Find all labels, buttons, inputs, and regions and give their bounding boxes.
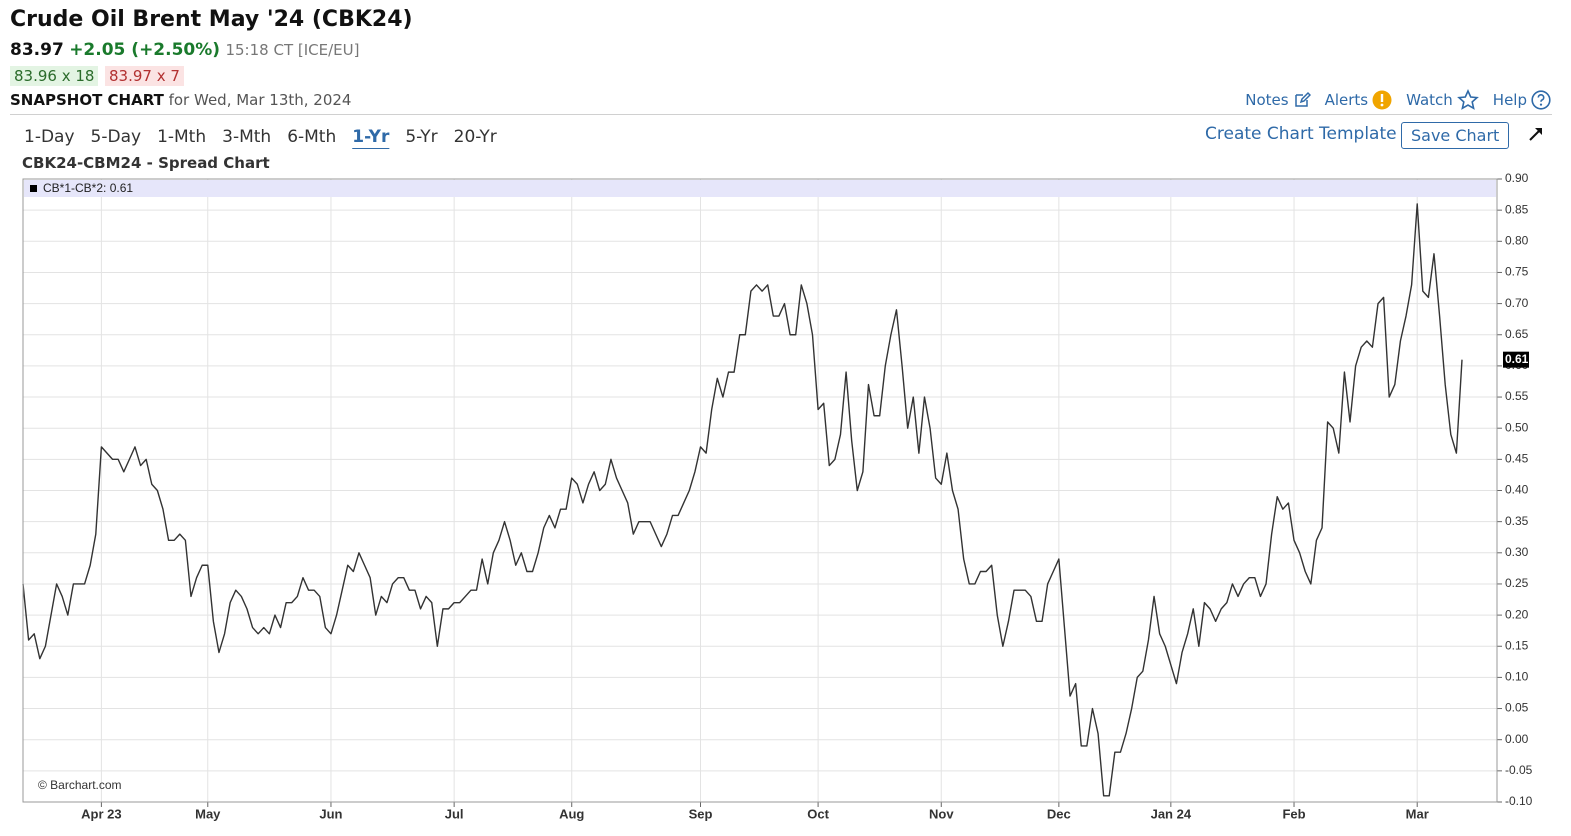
chart-title: CBK24-CBM24 - Spread Chart (22, 154, 270, 172)
period-tab[interactable]: 20-Yr (453, 127, 497, 147)
notes-link[interactable]: Notes (1245, 91, 1311, 109)
y-tick-label: 0.10 (1505, 670, 1529, 684)
y-tick-label: 0.65 (1505, 327, 1529, 341)
legend-swatch (30, 185, 37, 192)
y-tick-label: 0.00 (1505, 732, 1529, 746)
x-tick-label: Mar (1406, 806, 1429, 821)
separator (10, 114, 1552, 115)
snapshot-label: SNAPSHOT CHART (10, 91, 164, 109)
y-tick-label: 0.60 (1505, 358, 1529, 372)
snapshot-date: for Wed, Mar 13th, 2024 (168, 91, 352, 109)
y-tick-label: 0.85 (1505, 202, 1529, 216)
plot-area (23, 179, 1497, 802)
x-tick-label: Aug (559, 806, 584, 821)
legend-band (24, 180, 1496, 197)
link-text: Alerts (1324, 91, 1369, 109)
x-tick-label: Jun (319, 806, 342, 821)
ask: 83.97 x 7 (105, 66, 184, 86)
period-tab[interactable]: 1-Mth (157, 127, 207, 147)
x-tick-label: Jan 24 (1151, 806, 1192, 821)
x-tick-label: Nov (929, 806, 954, 821)
link-text: Help (1492, 91, 1527, 109)
instrument-title: Crude Oil Brent May '24 (CBK24) (10, 7, 413, 32)
y-tick-label: 0.15 (1505, 638, 1529, 652)
x-tick-label: May (195, 806, 221, 821)
spread-line (22, 203, 1463, 797)
y-tick-label: 0.20 (1505, 607, 1529, 621)
watch-link[interactable]: Watch (1406, 89, 1479, 111)
bid: 83.96 x 18 (10, 66, 99, 86)
x-tick-label: Dec (1047, 806, 1071, 821)
x-tick-label: Sep (689, 806, 713, 821)
period-tab[interactable]: 3-Mth (222, 127, 272, 147)
last-price: 83.97 (10, 40, 64, 60)
period-tab[interactable]: 1-Yr (352, 127, 390, 147)
y-tick-label: 0.50 (1505, 420, 1529, 434)
x-tick-label: Oct (807, 806, 829, 821)
quote-line: 83.97 +2.05 (+2.50%) 15:18 CT [ICE/EU] (10, 40, 359, 60)
y-tick-label: -0.10 (1505, 794, 1533, 808)
last-value-badge (1503, 351, 1529, 368)
y-tick-label: 0.70 (1505, 296, 1529, 310)
y-tick-label: 0.35 (1505, 514, 1529, 528)
help-link[interactable]: Help (1493, 90, 1551, 110)
quote-time: 15:18 CT [ICE/EU] (225, 41, 360, 59)
x-tick-label: Feb (1282, 806, 1305, 821)
help-icon (1531, 90, 1551, 110)
y-tick-label: 0.45 (1505, 452, 1529, 466)
watch-icon (1456, 89, 1479, 110)
price-change: +2.05 (+2.50%) (69, 40, 221, 60)
x-tick-label: Apr 23 (81, 806, 121, 821)
y-tick-label: -0.05 (1505, 763, 1533, 777)
alerts-link[interactable]: Alerts (1325, 90, 1393, 110)
link-text: Watch (1406, 91, 1453, 109)
x-tick-label: Jul (445, 806, 464, 821)
credit: © Barchart.com (38, 778, 122, 792)
create-template-link[interactable]: Create Chart Template (1205, 124, 1397, 144)
period-tabs: 1-Day 5-Day 1-Mth 3-Mth 6-Mth 1-Yr 5-Yr 20-Yr (16, 127, 505, 147)
link-bar: Notes Alerts Watch Help (1245, 89, 1551, 111)
alerts-icon (1372, 90, 1392, 110)
y-tick-label: 0.25 (1505, 576, 1529, 590)
period-tab[interactable]: 6-Mth (287, 127, 337, 147)
last-value-label: 0.61 (1505, 352, 1529, 366)
y-tick-label: 0.75 (1505, 265, 1529, 279)
y-tick-label: 0.80 (1505, 233, 1529, 247)
y-tick-label: 0.40 (1505, 483, 1529, 497)
period-tab[interactable]: 5-Day (90, 127, 142, 147)
notes-icon (1294, 91, 1311, 107)
plot-border (22, 178, 1498, 803)
snapshot-line: SNAPSHOT CHART for Wed, Mar 13th, 2024 (10, 91, 351, 109)
period-tab[interactable]: 1-Day (24, 127, 75, 147)
y-tick-label: 0.30 (1505, 545, 1529, 559)
y-tick-label: 0.90 (1505, 171, 1529, 185)
y-tick-label: 0.55 (1505, 389, 1529, 403)
link-text: Notes (1245, 91, 1289, 109)
save-chart-button[interactable]: Save Chart (1401, 122, 1510, 149)
period-tab[interactable]: 5-Yr (405, 127, 438, 147)
expand-icon[interactable] (1527, 125, 1545, 143)
legend-label: CB*1-CB*2: 0.61 (43, 181, 133, 195)
y-tick-label: 0.05 (1505, 701, 1529, 715)
